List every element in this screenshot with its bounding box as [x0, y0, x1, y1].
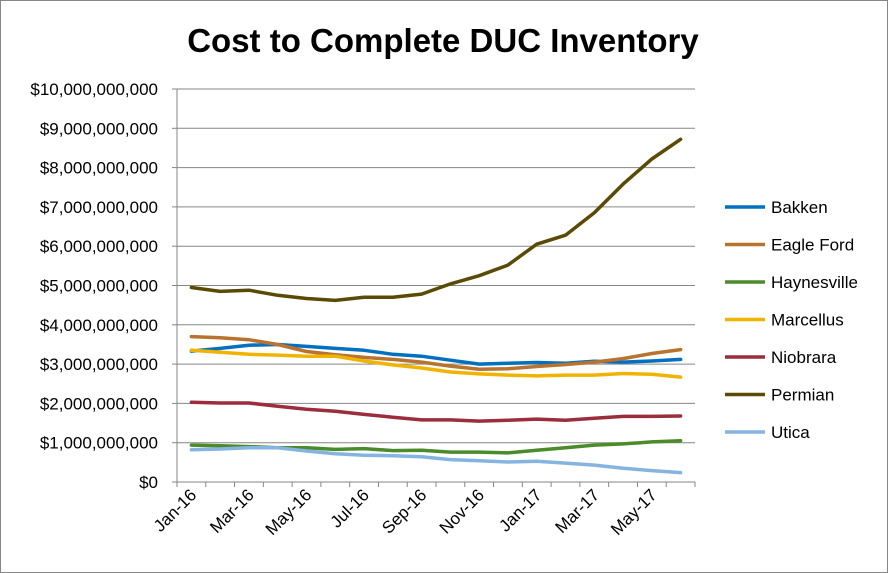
- gridlines: [177, 88, 695, 444]
- series-line-niobrara: [189, 400, 683, 423]
- x-axis-tick-labels: Jan-16 Mar-16 May-16 Jul-16 Sep-16 Nov-16 Jan-…: [150, 485, 661, 539]
- legend-label: Haynesville: [771, 273, 858, 292]
- legend-entry: Marcellus: [725, 311, 844, 330]
- chart-title: Cost to Complete DUC Inventory: [187, 22, 699, 59]
- legend-label: Niobrara: [771, 348, 837, 367]
- series-lines: [189, 137, 683, 475]
- x-tick-label: Nov-16: [436, 485, 488, 537]
- legend-entry: Bakken: [725, 198, 828, 217]
- y-tick-label: $9,000,000,000: [40, 119, 158, 138]
- y-tick-label: $6,000,000,000: [40, 237, 158, 256]
- legend-label: Utica: [771, 423, 810, 442]
- y-tick-label: $7,000,000,000: [40, 198, 158, 217]
- legend-label: Bakken: [771, 198, 828, 217]
- axes: [172, 88, 696, 487]
- legend-label: Marcellus: [771, 311, 844, 330]
- x-tick-label: Mar-17: [552, 485, 604, 537]
- y-tick-label: $5,000,000,000: [40, 277, 158, 296]
- x-tick-label: May-16: [262, 485, 316, 539]
- y-tick-label: $1,000,000,000: [40, 434, 158, 453]
- legend-entry: Niobrara: [725, 348, 837, 367]
- legend-entry: Permian: [725, 386, 834, 405]
- legend-entry: Utica: [725, 423, 810, 442]
- x-tick-label: Jan-17: [495, 485, 545, 535]
- y-tick-label: $0: [139, 473, 158, 492]
- legend-label: Permian: [771, 386, 834, 405]
- x-tick-label: May-17: [607, 485, 661, 539]
- x-tick-label: Jan-16: [150, 485, 200, 535]
- y-tick-label: $10,000,000,000: [30, 80, 158, 99]
- x-tick-label: Mar-16: [206, 485, 258, 537]
- y-tick-label: $2,000,000,000: [40, 394, 158, 413]
- series-line-marcellus: [189, 348, 683, 379]
- x-tick-label: Sep-16: [378, 485, 430, 537]
- series-line-utica: [189, 446, 683, 475]
- series-line-permian: [189, 137, 683, 303]
- legend-entry: Eagle Ford: [725, 236, 854, 255]
- legend-label: Eagle Ford: [771, 236, 854, 255]
- legend: Bakken Eagle Ford Haynesville Marcellus Niob…: [725, 198, 858, 442]
- y-tick-label: $4,000,000,000: [40, 316, 158, 335]
- legend-entry: Haynesville: [725, 273, 858, 292]
- y-tick-label: $3,000,000,000: [40, 355, 158, 374]
- series-line-eagle-ford: [189, 334, 683, 371]
- y-tick-label: $8,000,000,000: [40, 159, 158, 178]
- y-axis-tick-labels: $0 $1,000,000,000 $2,000,000,000 $3,000,000…: [30, 80, 158, 492]
- x-tick-label: Jul-16: [327, 485, 373, 531]
